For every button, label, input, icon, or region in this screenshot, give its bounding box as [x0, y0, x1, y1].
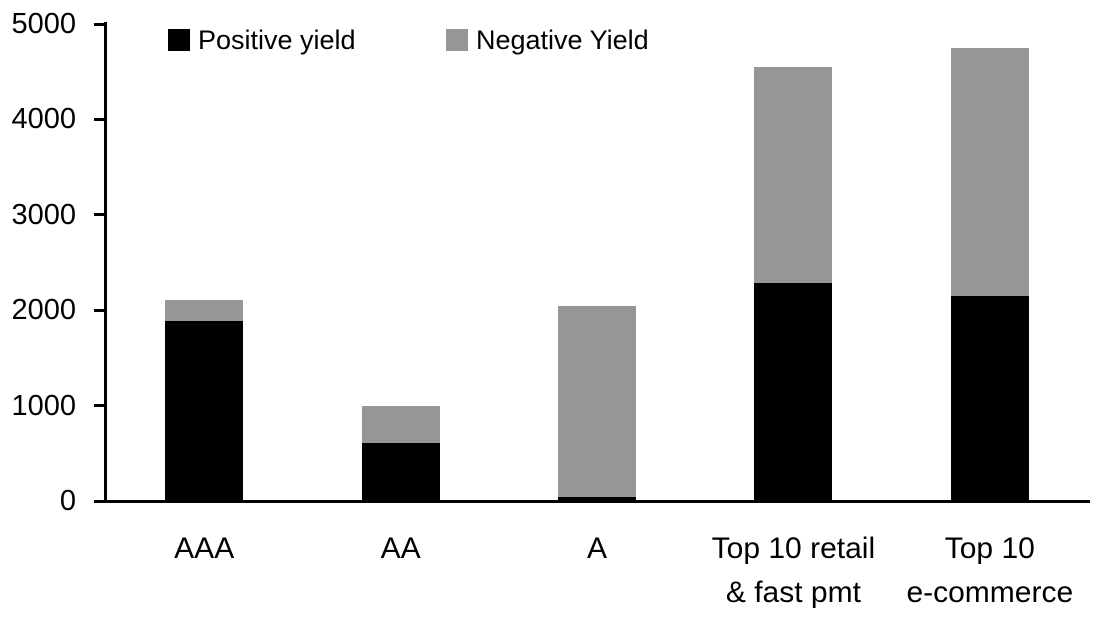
- x-axis-label-line: e-commerce: [906, 576, 1074, 609]
- y-axis-tick-3000: [94, 213, 106, 217]
- bar-segment-negative-yield-aa: [361, 405, 440, 443]
- bar-segment-negative-yield-a: [558, 306, 636, 498]
- y-axis-tick-label-1000: 1000: [11, 389, 76, 422]
- y-axis-tick-2000: [94, 308, 106, 312]
- legend-item-negative-yield: Negative Yield: [446, 25, 649, 55]
- x-axis-label-a: A: [487, 527, 707, 571]
- bar-segment-positive-yield-aa: [361, 442, 440, 501]
- bar-segment-positive-yield-a: [558, 497, 636, 501]
- y-axis-tick-5000: [94, 22, 106, 26]
- bar-segment-positive-yield-aaa: [165, 320, 244, 501]
- y-axis-tick-label-2000: 2000: [11, 294, 76, 327]
- x-axis-label-top-10-e-commerce: Top 10 e-commerce: [880, 527, 1100, 615]
- legend-swatch-positive-yield: [168, 29, 190, 51]
- y-axis-tick-4000: [94, 117, 106, 121]
- x-axis-label-line: Top 10: [944, 532, 1035, 565]
- x-axis-label-line: AA: [380, 532, 421, 565]
- y-axis-tick-1000: [94, 404, 106, 408]
- bar-segment-negative-yield-aaa: [165, 299, 244, 321]
- legend-swatch-negative-yield: [446, 29, 468, 51]
- x-axis-label-line: AAA: [174, 532, 235, 565]
- y-axis-tick-label-0: 0: [59, 485, 76, 517]
- y-axis-tick-label-4000: 4000: [11, 103, 76, 136]
- bar-segment-positive-yield-top-10-e-commerce: [950, 295, 1029, 501]
- x-axis-label-line: A: [586, 532, 607, 565]
- bar-segment-positive-yield-top-10-retail-&-fast-pmt: [754, 283, 833, 501]
- bar-segment-negative-yield-top-10-e-commerce: [950, 47, 1029, 296]
- x-axis-label-aa: AA: [291, 527, 511, 571]
- x-axis-line: [104, 500, 1090, 503]
- x-axis-label-aaa: AAA: [94, 527, 314, 571]
- bar-segment-negative-yield-top-10-retail-&-fast-pmt: [754, 66, 833, 284]
- y-axis-tick-0: [94, 499, 106, 503]
- y-axis-tick-label-5000: 5000: [11, 8, 76, 40]
- legend-label-positive-yield: Positive yield: [198, 25, 356, 55]
- x-axis-label-top-10-retail-&-fast-pmt: Top 10 retail & fast pmt: [683, 527, 903, 615]
- x-axis-label-line: & fast pmt: [725, 576, 861, 609]
- legend-item-positive-yield: Positive yield: [168, 25, 356, 55]
- x-axis-label-line: Top 10 retail: [711, 532, 876, 565]
- legend: Positive yield Negative Yield: [0, 25, 1102, 55]
- y-axis-line: [104, 22, 107, 503]
- legend-label-negative-yield: Negative Yield: [476, 25, 649, 55]
- y-axis-tick-label-3000: 3000: [11, 198, 76, 231]
